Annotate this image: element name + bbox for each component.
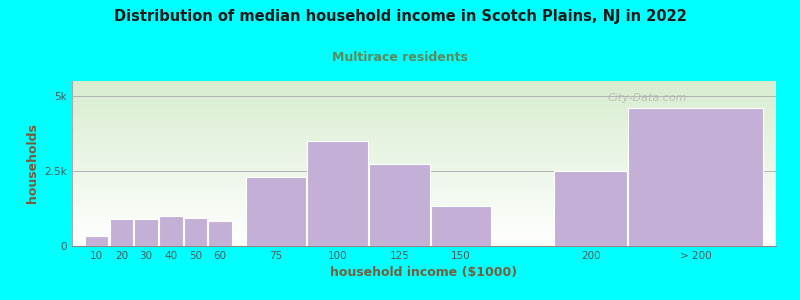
X-axis label: household income ($1000): household income ($1000) — [330, 266, 518, 279]
Bar — [430, 206, 491, 246]
Text: City-Data.com: City-Data.com — [607, 92, 686, 103]
Bar — [629, 108, 763, 246]
Bar — [159, 216, 182, 246]
Bar — [134, 219, 158, 246]
Text: Multirace residents: Multirace residents — [332, 51, 468, 64]
Bar — [209, 220, 232, 246]
Bar — [369, 164, 430, 246]
Bar — [246, 177, 306, 246]
Bar — [85, 236, 109, 246]
Y-axis label: households: households — [26, 124, 39, 203]
Bar — [554, 171, 627, 246]
Text: Distribution of median household income in Scotch Plains, NJ in 2022: Distribution of median household income … — [114, 9, 686, 24]
Bar — [110, 219, 133, 246]
Bar — [307, 141, 368, 246]
Bar — [184, 218, 207, 246]
